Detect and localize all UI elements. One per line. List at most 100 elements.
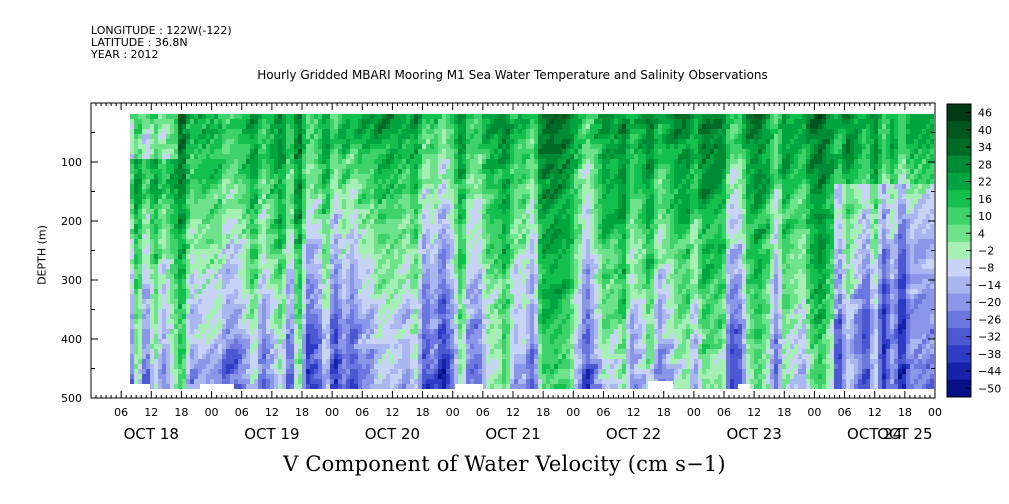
heatmap-cell [318, 119, 322, 124]
heatmap-cell [442, 264, 446, 269]
heatmap-cell [478, 369, 482, 374]
heatmap-cell [142, 234, 146, 239]
heatmap-cell [454, 374, 458, 379]
heatmap-cell [378, 264, 382, 269]
heatmap-cell [378, 364, 382, 369]
heatmap-cell [182, 129, 186, 134]
heatmap-cell [390, 224, 394, 229]
heatmap-cell [194, 234, 198, 239]
heatmap-cell [262, 379, 266, 384]
heatmap-cell [290, 249, 294, 254]
heatmap-cell [202, 349, 206, 354]
heatmap-cell [174, 204, 178, 209]
heatmap-cell [474, 284, 478, 289]
heatmap-cell [150, 249, 154, 254]
heatmap-cell [242, 204, 246, 209]
heatmap-cell [258, 134, 262, 139]
heatmap-cell [326, 369, 330, 374]
heatmap-cell [446, 169, 450, 174]
heatmap-cell [254, 279, 258, 284]
heatmap-cell [478, 154, 482, 159]
heatmap-cell [210, 369, 214, 374]
heatmap-cell [246, 264, 250, 269]
heatmap-cell [186, 289, 190, 294]
heatmap-cell [290, 349, 294, 354]
heatmap-cell [382, 194, 386, 199]
heatmap-cell [430, 189, 434, 194]
heatmap-cell [246, 324, 250, 329]
heatmap-cell [170, 314, 174, 319]
heatmap-cell [334, 244, 338, 249]
heatmap-cell [470, 269, 474, 274]
heatmap-cell [322, 199, 326, 204]
heatmap-cell [478, 269, 482, 274]
heatmap-cell [178, 169, 182, 174]
heatmap-cell [186, 299, 190, 304]
heatmap-cell [470, 124, 474, 129]
heatmap-cell [346, 344, 350, 349]
heatmap-cell [166, 159, 170, 164]
heatmap-cell [342, 304, 346, 309]
heatmap-cell [238, 264, 242, 269]
heatmap-cell [394, 119, 398, 124]
heatmap-cell [438, 244, 442, 249]
heatmap-cell [366, 209, 370, 214]
heatmap-cell [358, 284, 362, 289]
heatmap-cell [482, 259, 486, 264]
heatmap-cell [182, 184, 186, 189]
heatmap-cell [254, 119, 258, 124]
heatmap-cell [166, 324, 170, 329]
heatmap-cell [306, 289, 310, 294]
heatmap-cell [258, 159, 262, 164]
heatmap-cell [418, 164, 422, 169]
heatmap-cell [274, 354, 278, 359]
heatmap-cell [174, 244, 178, 249]
heatmap-cell [458, 329, 462, 334]
heatmap-cell [282, 124, 286, 129]
heatmap-cell [150, 179, 154, 184]
heatmap-cell [398, 214, 402, 219]
heatmap-cell [194, 149, 198, 154]
heatmap-cell [170, 354, 174, 359]
heatmap-cell [238, 314, 242, 319]
heatmap-cell [154, 209, 158, 214]
heatmap-cell [414, 379, 418, 384]
heatmap-cell [130, 229, 134, 234]
heatmap-cell [346, 369, 350, 374]
heatmap-cell [390, 174, 394, 179]
heatmap-cell [426, 129, 430, 134]
heatmap-cell [482, 174, 486, 179]
heatmap-cell [398, 114, 402, 119]
heatmap-cell [230, 264, 234, 269]
heatmap-cell [178, 214, 182, 219]
heatmap-cell [174, 254, 178, 259]
heatmap-cell [434, 239, 438, 244]
heatmap-cell [170, 219, 174, 224]
heatmap-cell [310, 129, 314, 134]
heatmap-cell [158, 284, 162, 289]
heatmap-cell [198, 349, 202, 354]
heatmap-cell [462, 349, 466, 354]
heatmap-cell [402, 299, 406, 304]
heatmap-cell [410, 144, 414, 149]
heatmap-cell [158, 314, 162, 319]
heatmap-cell [458, 144, 462, 149]
heatmap-cell [470, 304, 474, 309]
heatmap-cell [134, 374, 138, 379]
heatmap-cell [154, 149, 158, 154]
heatmap-cell [490, 199, 494, 204]
heatmap-cell [474, 204, 478, 209]
heatmap-cell [250, 374, 254, 379]
heatmap-cell [138, 119, 142, 124]
heatmap-cell [362, 144, 366, 149]
heatmap-cell [286, 194, 290, 199]
heatmap-cell [366, 354, 370, 359]
heatmap-cell [194, 309, 198, 314]
heatmap-cell [430, 149, 434, 154]
heatmap-cell [478, 194, 482, 199]
heatmap-cell [370, 194, 374, 199]
heatmap-cell [466, 354, 470, 359]
heatmap-cell [350, 134, 354, 139]
heatmap-cell [422, 214, 426, 219]
heatmap-cell [446, 174, 450, 179]
